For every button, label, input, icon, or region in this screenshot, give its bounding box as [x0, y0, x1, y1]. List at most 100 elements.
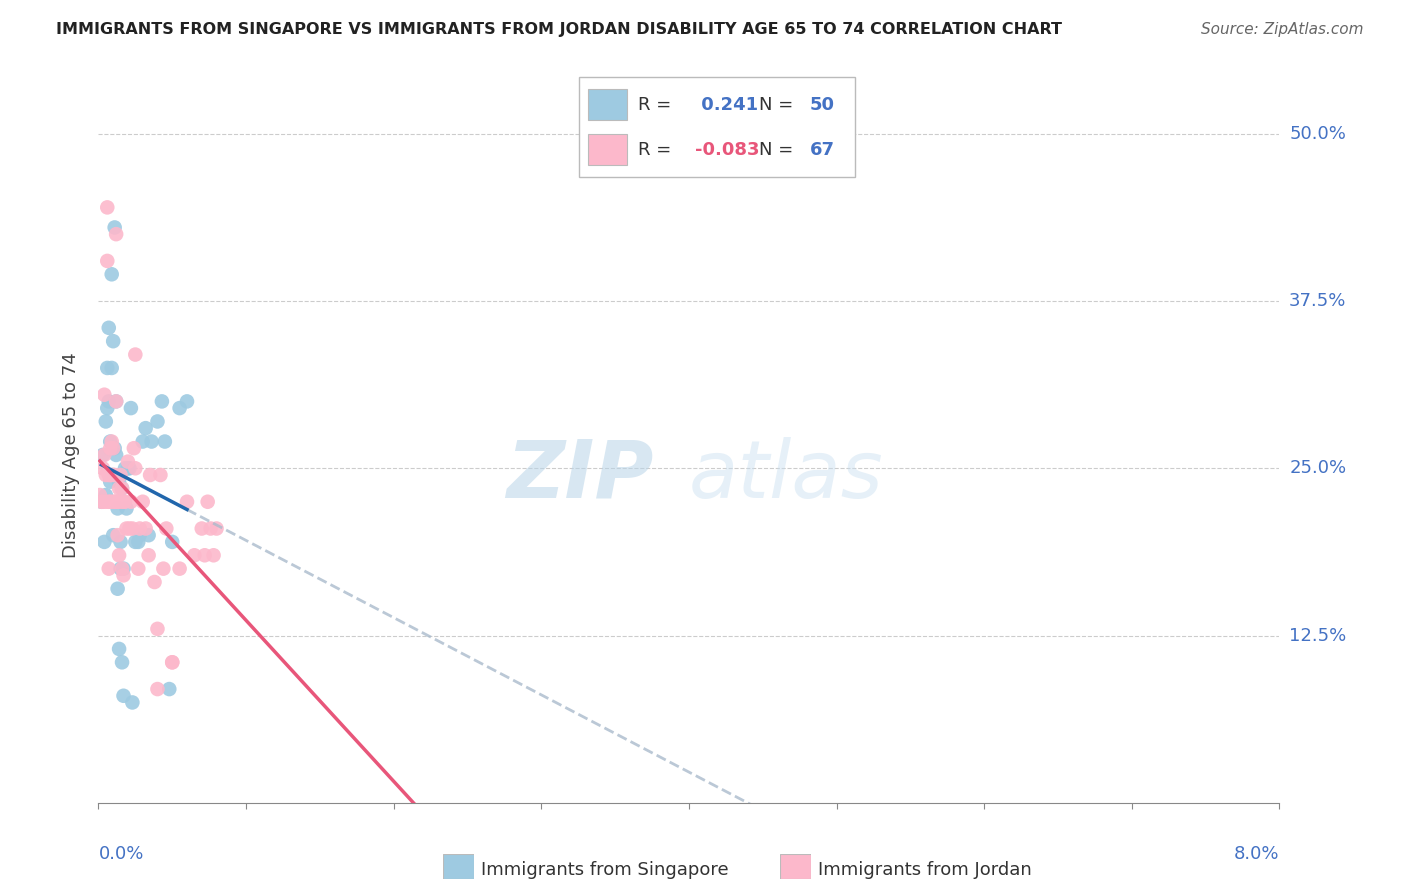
- Text: 37.5%: 37.5%: [1289, 292, 1347, 310]
- Point: [176, 494, 198, 508]
- Point: [89, 488, 111, 502]
- Point: [124, 348, 146, 362]
- Point: [200, 521, 222, 535]
- Point: [104, 442, 127, 456]
- Point: [143, 575, 166, 590]
- Point: [94, 468, 117, 483]
- Point: [105, 394, 128, 409]
- Point: [108, 475, 131, 489]
- Point: [105, 227, 128, 242]
- Point: [124, 535, 146, 549]
- Point: [104, 468, 127, 483]
- Text: R =: R =: [638, 95, 672, 113]
- Point: [114, 461, 136, 475]
- Point: [115, 521, 138, 535]
- Point: [90, 494, 112, 508]
- Point: [146, 622, 169, 636]
- Point: [118, 521, 141, 535]
- Point: [197, 494, 219, 508]
- Point: [91, 461, 114, 475]
- Point: [169, 401, 191, 416]
- Point: [97, 494, 120, 508]
- Text: 0.0%: 0.0%: [98, 845, 143, 863]
- Point: [114, 494, 136, 508]
- Point: [176, 394, 198, 409]
- Point: [191, 521, 214, 535]
- Point: [127, 535, 149, 549]
- Point: [104, 220, 127, 235]
- Point: [100, 361, 122, 376]
- Point: [138, 528, 160, 542]
- Point: [162, 535, 183, 549]
- Point: [146, 681, 169, 696]
- Point: [91, 494, 114, 508]
- Point: [111, 562, 134, 576]
- Point: [128, 521, 150, 535]
- Point: [120, 494, 142, 508]
- Point: [105, 494, 128, 508]
- Point: [111, 482, 134, 496]
- Text: 0.241: 0.241: [695, 95, 758, 113]
- Text: N =: N =: [759, 141, 793, 159]
- Point: [110, 494, 132, 508]
- Text: 67: 67: [810, 141, 835, 159]
- Text: -0.083: -0.083: [695, 141, 759, 159]
- Point: [105, 394, 128, 409]
- Point: [94, 415, 117, 429]
- Point: [115, 501, 138, 516]
- Point: [98, 434, 121, 449]
- Point: [105, 448, 128, 462]
- Point: [183, 548, 205, 563]
- Point: [202, 548, 225, 563]
- Point: [120, 401, 142, 416]
- Point: [157, 681, 180, 696]
- Point: [132, 434, 155, 449]
- Point: [110, 562, 132, 576]
- Text: ZIP: ZIP: [506, 437, 654, 515]
- Text: 50: 50: [810, 95, 835, 113]
- Point: [93, 388, 115, 402]
- Point: [169, 562, 191, 576]
- Text: IMMIGRANTS FROM SINGAPORE VS IMMIGRANTS FROM JORDAN DISABILITY AGE 65 TO 74 CORR: IMMIGRANTS FROM SINGAPORE VS IMMIGRANTS …: [56, 22, 1063, 37]
- Point: [110, 535, 132, 549]
- Point: [98, 468, 121, 483]
- Point: [103, 334, 124, 349]
- Y-axis label: Disability Age 65 to 74: Disability Age 65 to 74: [62, 352, 80, 558]
- Text: N =: N =: [759, 95, 793, 113]
- Text: 50.0%: 50.0%: [1289, 125, 1346, 143]
- Point: [97, 321, 120, 335]
- Point: [96, 361, 118, 376]
- Point: [112, 562, 135, 576]
- Point: [93, 448, 115, 462]
- Point: [122, 442, 145, 456]
- Point: [96, 401, 118, 416]
- Point: [132, 494, 155, 508]
- Point: [96, 253, 118, 268]
- Text: 25.0%: 25.0%: [1289, 459, 1347, 477]
- Point: [141, 434, 163, 449]
- Point: [194, 548, 217, 563]
- Point: [139, 468, 162, 483]
- Text: 12.5%: 12.5%: [1289, 626, 1347, 645]
- Point: [100, 268, 122, 282]
- Point: [108, 548, 131, 563]
- Point: [135, 521, 157, 535]
- Point: [107, 528, 129, 542]
- Point: [162, 655, 183, 669]
- Point: [110, 468, 132, 483]
- Bar: [588, 89, 627, 120]
- Point: [128, 528, 150, 542]
- Point: [108, 482, 131, 496]
- Text: atlas: atlas: [689, 437, 884, 515]
- Point: [103, 442, 124, 456]
- Point: [112, 494, 135, 508]
- Point: [146, 415, 169, 429]
- Point: [97, 468, 120, 483]
- Point: [112, 689, 135, 703]
- Point: [124, 461, 146, 475]
- Text: Immigrants from Singapore: Immigrants from Singapore: [481, 861, 728, 879]
- Point: [100, 468, 122, 483]
- Point: [98, 494, 121, 508]
- Point: [103, 468, 124, 483]
- Point: [117, 455, 139, 469]
